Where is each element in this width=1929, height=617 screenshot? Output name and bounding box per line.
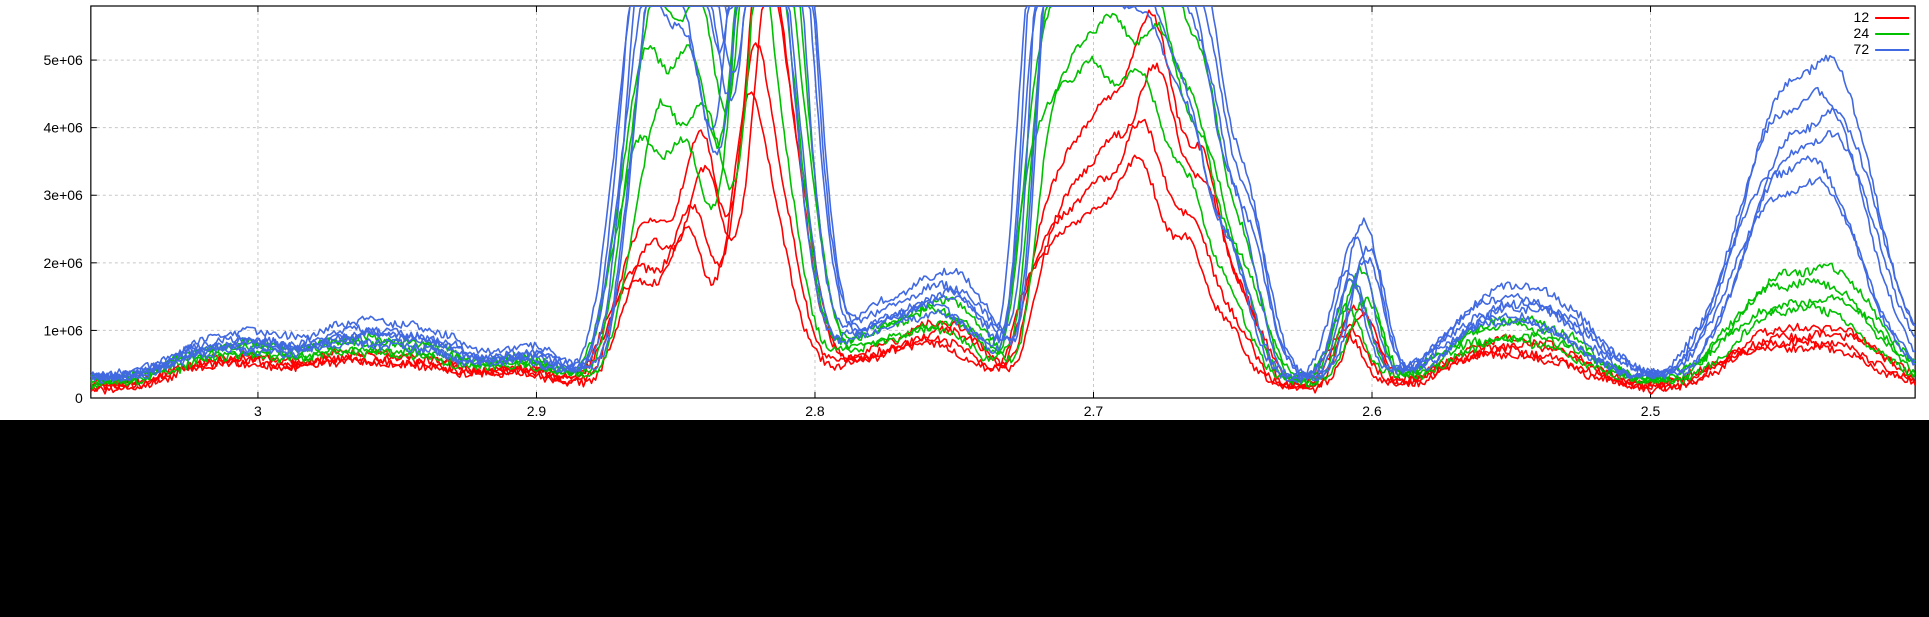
spectrum-chart: 0 1e+06 2e+06 3e+06 4e+06 5e+06 3 2.9 2.8 2.7 2.6 2… — [0, 0, 1929, 420]
y-tick-label: 2e+06 — [44, 255, 84, 271]
x-tick-label: 2.8 — [805, 403, 825, 419]
y-tick-label: 5e+06 — [44, 52, 84, 68]
x-tick-label: 2.7 — [1084, 403, 1104, 419]
trace-72 — [91, 6, 1915, 380]
trace-72 — [91, 6, 1915, 383]
x-tick-label: 2.5 — [1641, 403, 1661, 419]
x-tick-label: 3 — [254, 403, 262, 419]
trace-24 — [91, 6, 1915, 382]
y-tick-label: 3e+06 — [44, 187, 84, 203]
trace-72 — [91, 6, 1915, 383]
legend-label: 12 — [1854, 9, 1870, 25]
y-tick-label: 1e+06 — [44, 322, 84, 338]
x-tick-label: 2.6 — [1362, 403, 1382, 419]
trace-72 — [91, 6, 1915, 381]
legend-label: 72 — [1854, 41, 1870, 57]
traces-group — [91, 6, 1915, 394]
x-tick-label: 2.9 — [527, 403, 547, 419]
trace-72 — [91, 6, 1915, 381]
legend-label: 24 — [1854, 25, 1870, 41]
y-tick-label: 0 — [75, 390, 83, 406]
trace-72 — [91, 6, 1915, 381]
y-tick-label: 4e+06 — [44, 120, 84, 136]
